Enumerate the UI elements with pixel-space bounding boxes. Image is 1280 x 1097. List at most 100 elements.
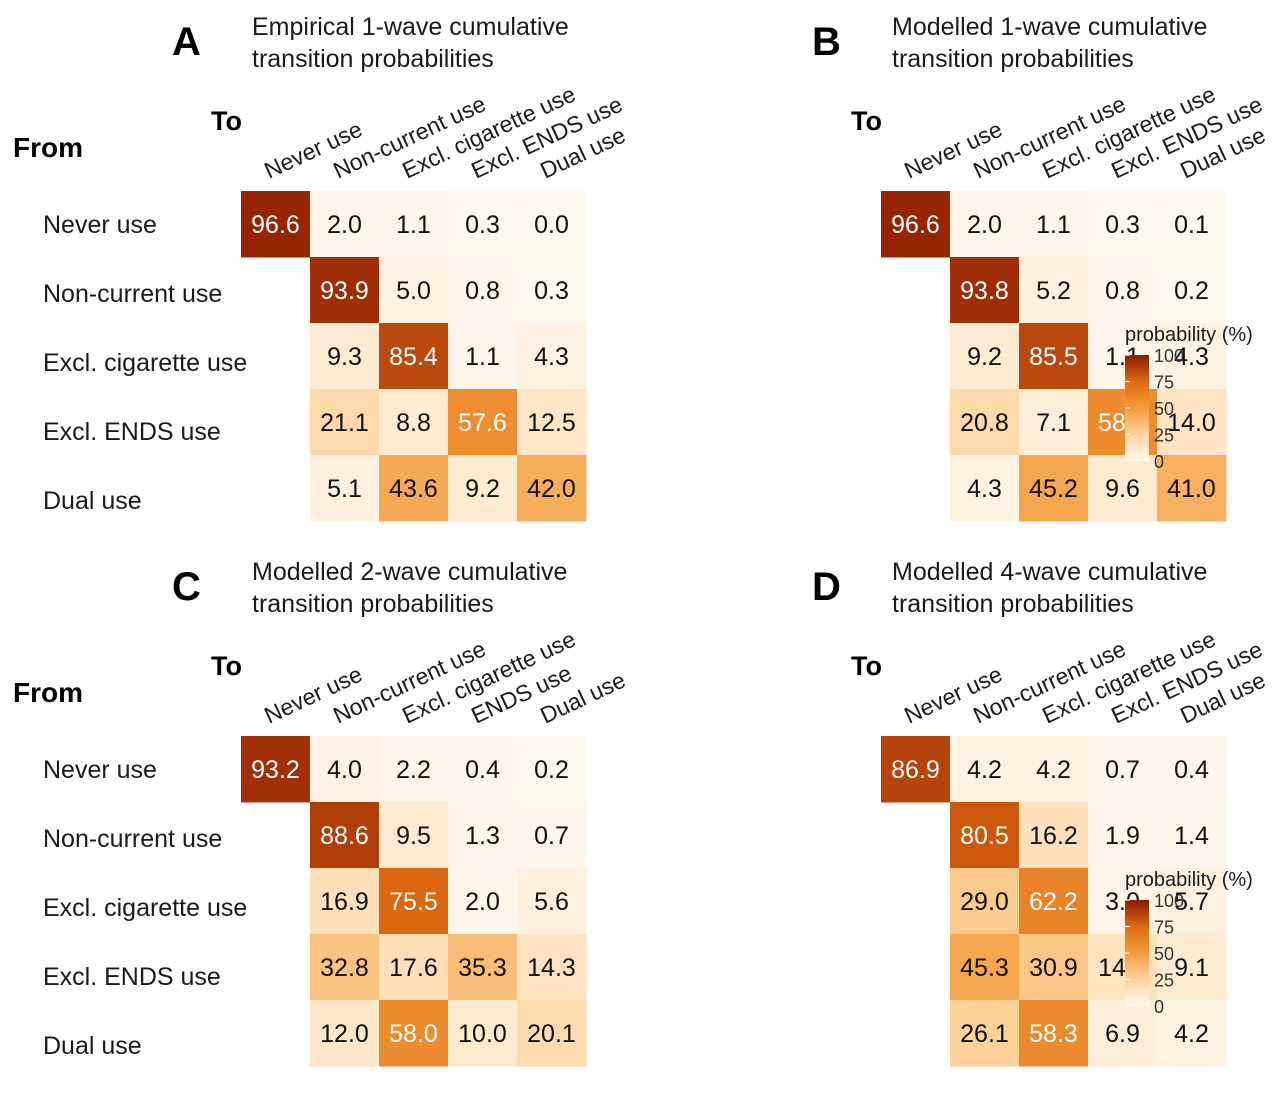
cell-value-a-r3-c4: 1.1 xyxy=(465,343,500,371)
heatmap-cell-c-r1-c4 xyxy=(448,736,518,803)
cell-value-a-r1-c4: 0.3 xyxy=(465,211,500,239)
heatmap-cell-b-r2-c2 xyxy=(950,257,1020,324)
cell-value-a-r4-c2: 21.1 xyxy=(320,409,369,437)
legend-tick-b-1: 100 xyxy=(1154,346,1184,366)
panel-title-c-line-2: transition probabilities xyxy=(252,590,494,618)
cell-value-b-r2-c3: 5.2 xyxy=(1036,277,1071,305)
heatmap-cell-c-r5-c3 xyxy=(379,1000,449,1067)
panel-title-c-line-1: Modelled 2-wave cumulative xyxy=(252,558,567,586)
cell-value-c-r1-c4: 0.4 xyxy=(465,756,500,784)
heatmap-cell-c-r3-c4 xyxy=(448,868,518,935)
panel-title-a-line-2: transition probabilities xyxy=(252,45,494,73)
heatmap-cell-b-r4-c3 xyxy=(1019,389,1089,456)
cell-value-a-r5-c5: 42.0 xyxy=(527,475,576,503)
heatmap-cell-d-r1-c4 xyxy=(1088,736,1158,803)
from-label-a: From xyxy=(13,132,83,163)
heatmap-cell-b-r3-c3 xyxy=(1019,323,1089,390)
cell-value-d-r4-c3: 30.9 xyxy=(1029,954,1078,982)
cell-value-b-r3-c2: 9.2 xyxy=(967,343,1002,371)
cell-value-c-r5-c3: 58.0 xyxy=(389,1020,438,1048)
cell-value-c-r1-c2: 4.0 xyxy=(327,756,362,784)
heatmap-cell-a-r1-c2 xyxy=(310,191,380,258)
cell-value-c-r3-c5: 5.6 xyxy=(534,888,569,916)
cell-value-b-r4-c3: 7.1 xyxy=(1036,409,1071,437)
heatmap-cell-c-r3-c5 xyxy=(517,868,587,935)
heatmap-cell-a-r5-c4 xyxy=(448,455,518,522)
row-label-a-4: Excl. ENDS use xyxy=(43,418,221,446)
cell-value-b-r5-c5: 41.0 xyxy=(1167,475,1216,503)
heatmap-cell-a-r1-c1 xyxy=(241,191,311,258)
panel-title-d-line-1: Modelled 4-wave cumulative xyxy=(892,558,1207,586)
cell-value-c-r2-c3: 9.5 xyxy=(396,822,431,850)
heatmap-cell-d-r1-c5 xyxy=(1157,736,1227,803)
heatmap-cell-c-r4-c5 xyxy=(517,934,587,1001)
cell-value-d-r4-c2: 45.3 xyxy=(960,954,1009,982)
heatmap-cell-c-r3-c2 xyxy=(310,868,380,935)
heatmap-cell-a-r4-c2 xyxy=(310,389,380,456)
cell-value-d-r1-c4: 0.7 xyxy=(1105,756,1140,784)
heatmap-cell-d-r2-c4 xyxy=(1088,802,1158,869)
heatmap-cell-c-r3-c3 xyxy=(379,868,449,935)
cell-value-d-r5-c5: 4.2 xyxy=(1174,1020,1209,1048)
heatmap-cell-c-r1-c3 xyxy=(379,736,449,803)
heatmap-panel-d: D Modelled 4-wave cumulative transition pr… xyxy=(812,558,1269,1067)
heatmap-cell-b-r5-c4 xyxy=(1088,455,1158,522)
cell-value-d-r1-c2: 4.2 xyxy=(967,756,1002,784)
row-label-c-5: Dual use xyxy=(43,1032,142,1060)
cell-value-c-r1-c5: 0.2 xyxy=(534,756,569,784)
legend-tick-d-5: 0 xyxy=(1154,997,1164,1017)
heatmap-cell-d-r2-c2 xyxy=(950,802,1020,869)
row-label-c-1: Never use xyxy=(43,756,157,784)
cell-value-c-r3-c3: 75.5 xyxy=(389,888,438,916)
cell-value-b-r3-c3: 85.5 xyxy=(1029,343,1078,371)
heatmap-cell-d-r5-c5 xyxy=(1157,1000,1227,1067)
heatmap-cell-a-r4-c5 xyxy=(517,389,587,456)
panel-label-a: A xyxy=(172,20,201,64)
heatmap-cell-d-r3-c3 xyxy=(1019,868,1089,935)
heatmap-cell-d-r2-c3 xyxy=(1019,802,1089,869)
cell-value-b-r4-c5: 14.0 xyxy=(1167,409,1216,437)
cell-value-c-r5-c5: 20.1 xyxy=(527,1020,576,1048)
cell-value-b-r1-c1: 96.6 xyxy=(891,211,940,239)
cell-value-d-r4-c5: 9.1 xyxy=(1174,954,1209,982)
cell-value-a-r2-c4: 0.8 xyxy=(465,277,500,305)
heatmap-cell-a-r5-c5 xyxy=(517,455,587,522)
heatmap-cell-c-r5-c5 xyxy=(517,1000,587,1067)
heatmap-cell-c-r4-c4 xyxy=(448,934,518,1001)
heatmap-cell-d-r2-c5 xyxy=(1157,802,1227,869)
cell-value-d-r2-c4: 1.9 xyxy=(1105,822,1140,850)
heatmap-cell-c-r1-c2 xyxy=(310,736,380,803)
legend-tick-d-1: 100 xyxy=(1154,891,1184,911)
cell-value-d-r1-c3: 4.2 xyxy=(1036,756,1071,784)
cell-value-a-r1-c2: 2.0 xyxy=(327,211,362,239)
row-label-a-2: Non-current use xyxy=(43,280,222,308)
heatmap-cell-b-r3-c2 xyxy=(950,323,1020,390)
cell-value-b-r4-c2: 20.8 xyxy=(960,409,1009,437)
cell-value-c-r2-c4: 1.3 xyxy=(465,822,500,850)
cell-value-d-r2-c5: 1.4 xyxy=(1174,822,1209,850)
heatmap-cell-c-r2-c4 xyxy=(448,802,518,869)
heatmap-cell-c-r4-c3 xyxy=(379,934,449,1001)
cell-value-a-r4-c5: 12.5 xyxy=(527,409,576,437)
cell-value-b-r2-c4: 0.8 xyxy=(1105,277,1140,305)
heatmap-panel-c: C Modelled 2-wave cumulative transition pr… xyxy=(13,558,629,1067)
cell-value-a-r3-c5: 4.3 xyxy=(534,343,569,371)
panel-title-d-line-2: transition probabilities xyxy=(892,590,1134,618)
heatmap-cell-b-r2-c5 xyxy=(1157,257,1227,324)
heatmap-cell-a-r5-c3 xyxy=(379,455,449,522)
heatmap-cell-a-r2-c3 xyxy=(379,257,449,324)
heatmap-cell-a-r1-c5 xyxy=(517,191,587,258)
cell-value-a-r3-c3: 85.4 xyxy=(389,343,438,371)
cell-value-d-r2-c2: 80.5 xyxy=(960,822,1009,850)
cell-value-b-r1-c4: 0.3 xyxy=(1105,211,1140,239)
cell-value-b-r2-c2: 93.8 xyxy=(960,277,1009,305)
cell-value-b-r5-c3: 45.2 xyxy=(1029,475,1078,503)
heatmap-cell-b-r1-c1 xyxy=(881,191,951,258)
cell-value-a-r5-c4: 9.2 xyxy=(465,475,500,503)
heatmap-cell-b-r1-c5 xyxy=(1157,191,1227,258)
legend-tick-b-4: 25 xyxy=(1154,426,1174,446)
cell-value-c-r4-c5: 14.3 xyxy=(527,954,576,982)
cell-value-a-r5-c3: 43.6 xyxy=(389,475,438,503)
heatmap-cell-c-r2-c5 xyxy=(517,802,587,869)
heatmap-panel-b: B Modelled 1-wave cumulative transition pr… xyxy=(812,13,1269,522)
